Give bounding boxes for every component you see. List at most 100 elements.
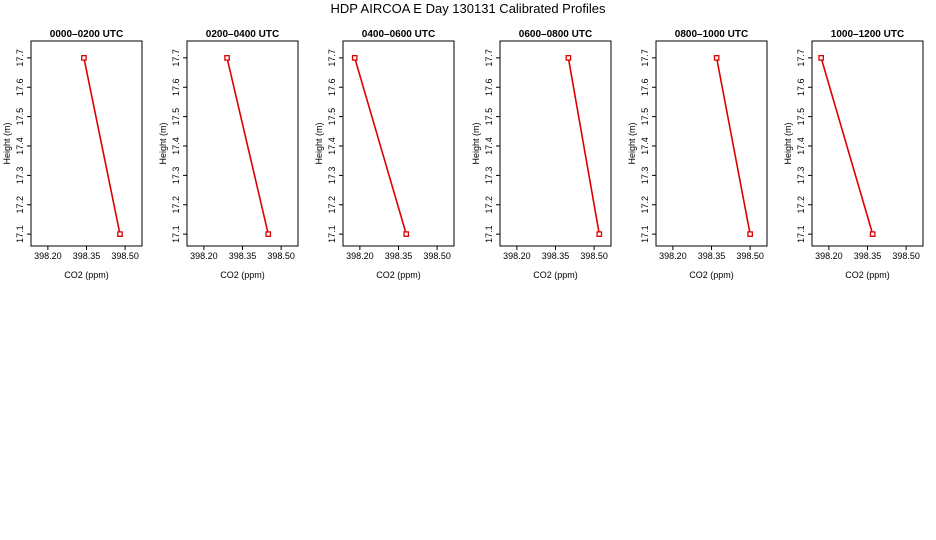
y-tick-label: 17.5 — [796, 108, 806, 126]
y-tick-label: 17.7 — [484, 49, 494, 67]
panel-title: 1000–1200 UTC — [831, 29, 904, 40]
y-axis-label: Height (m) — [314, 122, 324, 164]
x-tick-label: 398.35 — [542, 251, 570, 261]
y-tick-label: 17.1 — [15, 225, 25, 243]
y-tick-label: 17.7 — [640, 49, 650, 67]
y-tick-label: 17.5 — [171, 108, 181, 126]
data-point — [818, 55, 825, 61]
y-tick-label: 17.2 — [640, 196, 650, 214]
series-line — [820, 57, 874, 235]
y-tick-label: 17.3 — [484, 167, 494, 185]
y-tick-label: 17.3 — [327, 167, 337, 185]
y-tick-label: 17.7 — [15, 49, 25, 67]
data-point — [81, 55, 87, 61]
y-tick-label: 17.6 — [171, 78, 181, 96]
y-tick-label: 17.4 — [327, 137, 337, 155]
y-axis-label: Height (m) — [2, 122, 12, 164]
y-tick-label: 17.6 — [796, 78, 806, 96]
panel-5: 0800–1000 UTC 398.20 398.35 398.50 17.1 17.2 1… — [627, 29, 768, 280]
x-tick-label: 398.20 — [34, 251, 62, 261]
y-tick-label: 17.1 — [327, 225, 337, 243]
series-line — [715, 57, 751, 235]
y-tick-label: 17.1 — [484, 225, 494, 243]
y-tick-label: 17.1 — [640, 225, 650, 243]
y-axis-label: Height (m) — [158, 122, 168, 164]
y-tick-label: 17.5 — [15, 108, 25, 126]
x-tick-label: 398.50 — [267, 251, 295, 261]
panel-4: 0600–0800 UTC 398.20 398.35 398.50 17.1 17.2 1… — [471, 29, 612, 280]
x-tick-label: 398.50 — [111, 251, 139, 261]
y-tick-label: 17.2 — [484, 196, 494, 214]
plot-frame — [186, 40, 299, 247]
data-point — [351, 55, 358, 61]
panel-3: 0400–0600 UTC 398.20 398.35 398.50 17.1 17.2 1… — [314, 29, 455, 280]
y-tick-label: 17.5 — [327, 108, 337, 126]
data-point — [747, 231, 753, 237]
x-tick-label: 398.20 — [659, 251, 687, 261]
x-axis-label: CO2 (ppm) — [64, 270, 109, 280]
data-point — [265, 231, 272, 237]
panel-title: 0800–1000 UTC — [675, 29, 748, 40]
x-tick-label: 398.35 — [854, 251, 882, 261]
x-tick-label: 398.50 — [580, 251, 608, 261]
x-tick-label: 398.50 — [423, 251, 451, 261]
plot-frame — [655, 40, 768, 247]
y-tick-label: 17.6 — [484, 78, 494, 96]
panel-1: 0000–0200 UTC 398.20 398.35 398.50 17.1 17.2 1… — [2, 29, 143, 280]
x-tick-label: 398.35 — [73, 251, 101, 261]
data-point — [565, 55, 572, 61]
y-tick-label: 17.4 — [640, 137, 650, 155]
y-tick-label: 17.6 — [327, 78, 337, 96]
panel-6: 1000–1200 UTC 398.20 398.35 398.50 17.1 17.2 1… — [783, 29, 924, 280]
y-tick-label: 17.5 — [640, 108, 650, 126]
y-tick-label: 17.3 — [796, 167, 806, 185]
series-line — [226, 57, 270, 235]
y-axis-label: Height (m) — [471, 122, 481, 164]
y-tick-label: 17.6 — [15, 78, 25, 96]
y-tick-label: 17.2 — [15, 196, 25, 214]
x-tick-label: 398.20 — [190, 251, 218, 261]
data-point — [869, 231, 876, 237]
panel-title: 0600–0800 UTC — [519, 29, 592, 40]
figure-title: HDP AIRCOA E Day 130131 Calibrated Profi… — [330, 1, 606, 16]
plot-frame — [499, 40, 612, 247]
y-tick-label: 17.4 — [796, 137, 806, 155]
y-tick-label: 17.6 — [640, 78, 650, 96]
y-tick-label: 17.7 — [171, 49, 181, 67]
panel-title: 0200–0400 UTC — [206, 29, 279, 40]
y-tick-label: 17.4 — [15, 137, 25, 155]
x-axis-label: CO2 (ppm) — [689, 270, 734, 280]
y-axis-label: Height (m) — [783, 122, 793, 164]
y-tick-label: 17.7 — [796, 49, 806, 67]
data-point — [224, 55, 230, 61]
y-axis-label: Height (m) — [627, 122, 637, 164]
panel-2: 0200–0400 UTC 398.20 398.35 398.50 17.1 17.2 1… — [158, 29, 299, 280]
data-point — [403, 231, 410, 237]
y-tick-label: 17.5 — [484, 108, 494, 126]
y-tick-label: 17.3 — [15, 167, 25, 185]
y-tick-label: 17.2 — [327, 196, 337, 214]
y-tick-label: 17.3 — [640, 167, 650, 185]
x-tick-label: 398.20 — [503, 251, 531, 261]
x-tick-label: 398.35 — [229, 251, 257, 261]
x-axis-label: CO2 (ppm) — [845, 270, 890, 280]
y-tick-label: 17.2 — [796, 196, 806, 214]
series-line — [83, 57, 121, 235]
series-line — [353, 57, 407, 235]
y-tick-label: 17.4 — [171, 137, 181, 155]
x-tick-label: 398.20 — [815, 251, 843, 261]
y-tick-label: 17.3 — [171, 167, 181, 185]
x-axis-label: CO2 (ppm) — [533, 270, 578, 280]
plot-frame — [342, 40, 455, 247]
series-line — [567, 57, 601, 235]
x-axis-label: CO2 (ppm) — [376, 270, 421, 280]
data-point — [713, 55, 720, 61]
x-tick-label: 398.50 — [736, 251, 764, 261]
data-point — [596, 231, 603, 237]
x-tick-label: 398.35 — [698, 251, 726, 261]
y-tick-label: 17.4 — [484, 137, 494, 155]
y-tick-label: 17.1 — [171, 225, 181, 243]
x-tick-label: 398.50 — [892, 251, 920, 261]
